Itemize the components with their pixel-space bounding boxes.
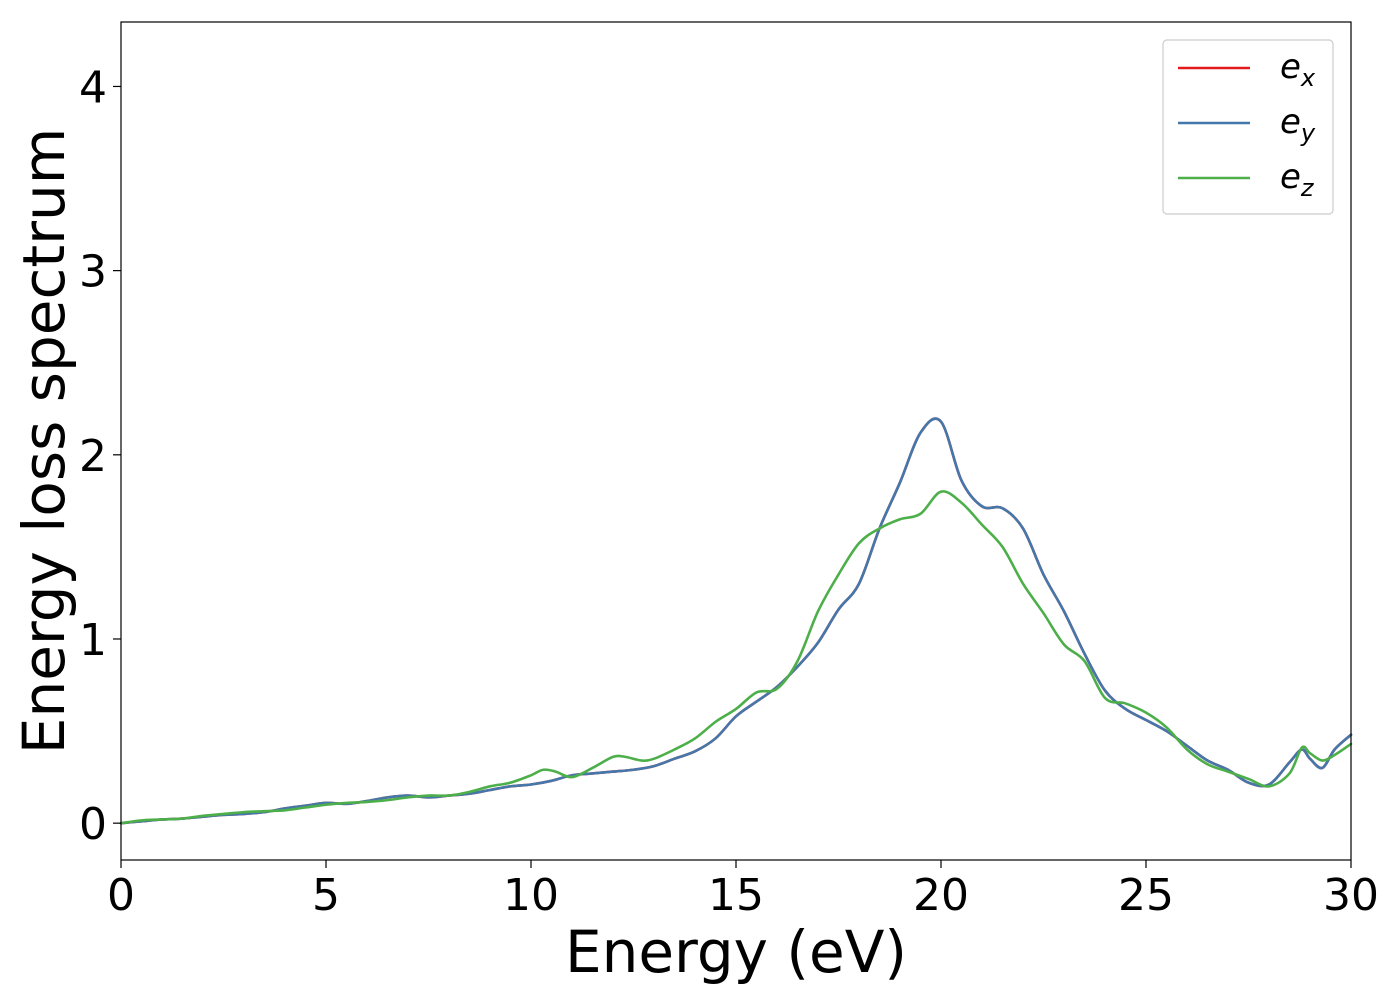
x-tick-label: 25 — [1118, 870, 1174, 921]
x-tick-label: 5 — [312, 870, 340, 921]
y-axis-ticks: 0 1 2 3 4 — [79, 62, 121, 850]
y-axis-label: Energy loss spectrum — [10, 128, 78, 754]
legend-box — [1162, 39, 1334, 215]
series-layer — [119, 417, 1353, 825]
legend-label-e-z: ez — [1280, 157, 1315, 202]
x-axis-ticks: 0 5 10 15 20 25 30 — [107, 860, 1379, 921]
x-tick-label: 30 — [1323, 870, 1379, 921]
legend-label-e-x: ex — [1280, 47, 1316, 92]
x-axis-label: Energy (eV) — [565, 918, 907, 986]
x-tick-label: 15 — [708, 870, 764, 921]
legend: ex ey ez — [1162, 39, 1334, 215]
series-line-e-z — [119, 490, 1353, 825]
y-tick-label: 3 — [79, 247, 107, 298]
x-tick-label: 20 — [913, 870, 969, 921]
y-tick-label: 4 — [79, 62, 107, 113]
y-tick-label: 1 — [79, 615, 107, 666]
x-tick-label: 0 — [107, 870, 135, 921]
y-tick-label: 2 — [79, 431, 107, 482]
legend-label-e-y: ey — [1280, 102, 1316, 147]
x-tick-label: 10 — [503, 870, 559, 921]
y-tick-label: 0 — [79, 799, 107, 850]
